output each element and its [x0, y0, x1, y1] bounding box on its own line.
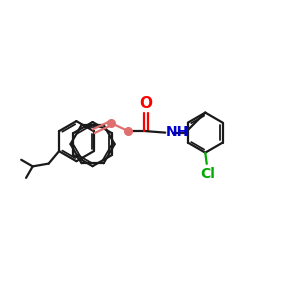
Text: NH: NH [166, 125, 189, 139]
Text: O: O [140, 96, 153, 111]
Text: Cl: Cl [200, 167, 215, 181]
